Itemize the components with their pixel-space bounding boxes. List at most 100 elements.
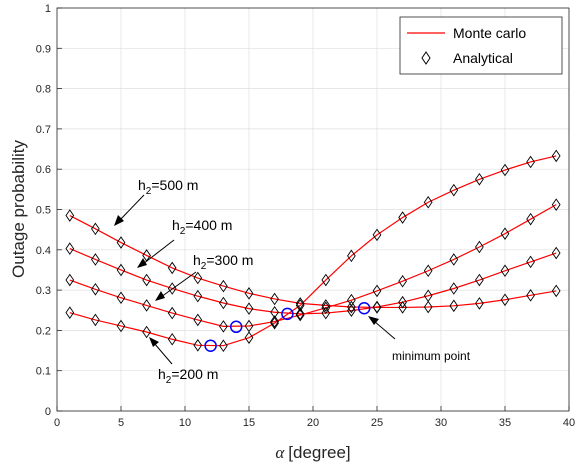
analytical-point-h2-300 [142, 299, 151, 312]
svg-text:h2=200 m: h2=200 m [158, 366, 218, 386]
analytical-point-h2-400 [91, 253, 100, 266]
analytical-point-h2-500 [91, 222, 100, 236]
analytical-point-h2-200 [219, 339, 228, 353]
x-axis-title: α [degree] [275, 443, 350, 462]
analytical-point-h2-200 [500, 163, 510, 177]
annot-300-sub: 2 [201, 261, 207, 272]
analytical-point-h2-300 [270, 315, 279, 328]
analytical-point-h2-400 [398, 295, 407, 309]
arrow-minimum [373, 320, 396, 340]
analytical-point-h2-200 [475, 172, 484, 186]
annotation-h2-500: h2=500 m [114, 177, 198, 226]
annot-400-value: =400 m [185, 217, 232, 233]
x-tick-label: 30 [435, 417, 447, 429]
analytical-point-h2-300 [398, 274, 407, 288]
x-tick-label: 20 [307, 417, 319, 429]
analytical-point-h2-300 [167, 306, 177, 320]
analytical-point-h2-500 [193, 271, 203, 285]
analytical-point-h2-400 [193, 289, 203, 303]
y-axis-title: Outage probability [9, 140, 28, 278]
analytical-point-h2-300 [116, 291, 126, 305]
analytical-point-h2-300 [193, 313, 203, 327]
analytical-point-h2-200 [65, 306, 75, 319]
arrow-h2-200 [153, 342, 173, 365]
analytical-point-h2-300 [423, 264, 433, 278]
minimum-point-marker [357, 301, 371, 315]
series-line-h2-200 [69, 155, 557, 347]
analytical-point-h2-400 [116, 263, 126, 277]
analytical-point-h2-300 [295, 308, 305, 322]
annot-300-h: h [193, 252, 201, 268]
x-tick-label: 40 [563, 417, 575, 429]
x-tick-label: 0 [54, 417, 60, 429]
arrowhead-h2-400 [137, 258, 147, 268]
y-tick-label: 0.5 [36, 205, 51, 217]
analytical-point-h2-400 [142, 273, 151, 287]
analytical-markers [65, 149, 561, 353]
analytical-point-h2-200 [91, 313, 100, 327]
analytical-point-h2-200 [423, 195, 433, 209]
x-tick-label: 35 [499, 417, 511, 429]
analytical-point-h2-200 [551, 149, 561, 163]
analytical-point-h2-300 [347, 293, 356, 307]
analytical-point-h2-200 [270, 316, 279, 330]
analytical-point-h2-300 [475, 240, 484, 254]
arrowhead-minimum [368, 316, 379, 325]
minimum-point-marker [281, 307, 294, 321]
analytical-point-h2-200 [295, 299, 305, 312]
annot-200-h: h [158, 366, 166, 382]
analytical-point-h2-500 [347, 300, 356, 314]
analytical-point-h2-400 [526, 255, 535, 269]
analytical-point-h2-200 [167, 332, 177, 346]
y-tick-label: 0.6 [36, 164, 51, 176]
analytical-point-h2-300 [91, 283, 100, 296]
analytical-point-h2-400 [423, 289, 433, 303]
x-tick-label: 5 [118, 417, 124, 429]
annot-500-h: h [138, 177, 146, 193]
svg-text:h2=500 m: h2=500 m [138, 177, 198, 197]
legend-diamond-swatch [421, 51, 431, 65]
analytical-point-h2-500 [65, 209, 75, 222]
y-tick-label: 0.1 [36, 366, 51, 378]
annot-500-value: =500 m [151, 177, 198, 193]
arrowhead-h2-500 [114, 215, 124, 226]
x-axis-symbol: α [275, 443, 285, 462]
analytical-point-h2-500 [551, 284, 561, 298]
annot-300-value: =300 m [206, 252, 253, 268]
analytical-point-h2-400 [65, 242, 75, 255]
annot-200-sub: 2 [166, 375, 172, 386]
analytical-point-h2-200 [142, 325, 151, 339]
annotation-h2-400: h2=400 m [137, 217, 232, 268]
analytical-point-h2-500 [423, 300, 433, 314]
arrowhead-h2-300 [155, 291, 165, 301]
analytical-point-h2-300 [500, 227, 510, 240]
analytical-point-h2-400 [321, 306, 331, 320]
analytical-point-h2-300 [372, 284, 382, 298]
arrow-h2-400 [142, 239, 175, 265]
arrowhead-h2-200 [149, 337, 159, 347]
analytical-point-h2-400 [347, 304, 356, 317]
y-tick-label: 0.9 [36, 43, 51, 55]
y-tick-label: 1 [45, 3, 51, 15]
y-tick-label: 0.4 [36, 245, 51, 257]
analytical-point-h2-500 [244, 287, 254, 300]
y-tick-label: 0.8 [36, 84, 51, 96]
legend: Monte carlo Analytical [399, 16, 563, 75]
annot-400-h: h [172, 217, 180, 233]
annotation-h2-300: h2=300 m [155, 252, 253, 301]
analytical-point-h2-200 [449, 183, 459, 197]
analytical-point-h2-500 [167, 261, 177, 275]
annot-minimum-label: minimum point [392, 349, 471, 363]
analytical-point-h2-300 [551, 198, 561, 211]
minimum-point-marker [229, 320, 243, 334]
analytical-point-h2-400 [475, 273, 484, 287]
legend-label-analytical: Analytical [453, 50, 513, 66]
analytical-point-h2-200 [347, 249, 356, 263]
analytical-point-h2-500 [321, 299, 331, 312]
y-tick-label: 0 [45, 406, 51, 418]
x-tick-label: 10 [179, 417, 191, 429]
x-tick-label: 15 [243, 417, 255, 429]
analytical-point-h2-400 [500, 264, 510, 278]
analytical-point-h2-300 [65, 273, 75, 287]
